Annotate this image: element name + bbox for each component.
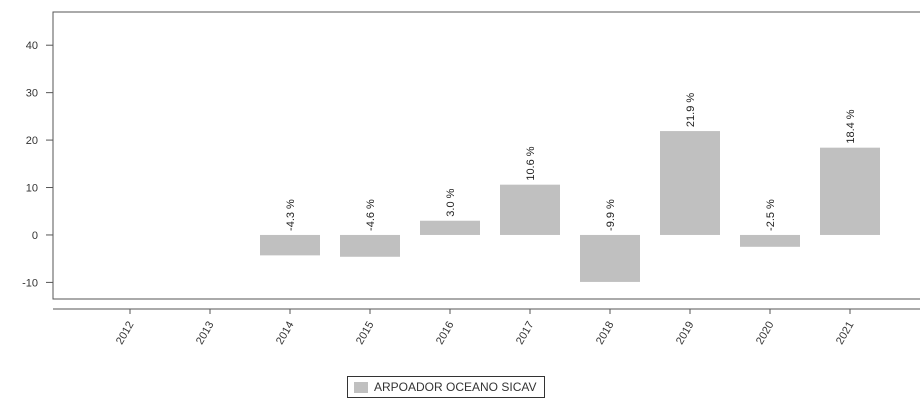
data-label: -9.9 % xyxy=(605,199,617,231)
data-label: -2.5 % xyxy=(765,199,777,231)
y-tick-label: 0 xyxy=(32,230,38,242)
data-label: -4.3 % xyxy=(285,199,297,231)
y-axis: -10 0 10 20 30 40 xyxy=(22,40,53,289)
y-tick-label: 10 xyxy=(26,183,38,195)
bar xyxy=(420,220,480,235)
data-label: 18.4 % xyxy=(845,109,857,143)
x-tick-label: 2021 xyxy=(834,320,857,347)
x-tick-label: 2020 xyxy=(754,320,777,347)
x-tick-label: 2012 xyxy=(114,320,137,347)
x-tick-label: 2015 xyxy=(354,320,377,347)
x-tick-label: 2019 xyxy=(674,320,697,347)
bar xyxy=(820,147,880,235)
x-tick-label: 2013 xyxy=(194,320,217,347)
y-tick-label: -10 xyxy=(22,277,38,289)
x-tick-label: 2014 xyxy=(274,320,297,347)
x-tick-label: 2018 xyxy=(594,320,617,347)
x-tick-label: 2017 xyxy=(514,320,537,347)
legend-swatch xyxy=(354,381,368,393)
bar xyxy=(500,184,560,235)
y-tick-label: 40 xyxy=(26,40,38,52)
legend-label: ARPOADOR OCEANO SICAV xyxy=(374,380,537,394)
x-axis: 2012 2013 2014 2015 2016 2017 2018 2019 2020 2021 xyxy=(114,309,857,347)
bar xyxy=(740,234,800,247)
data-label: -4.6 % xyxy=(365,199,377,231)
bar-series xyxy=(260,131,880,282)
bar xyxy=(340,234,400,257)
data-labels: -4.3 % -4.6 % 3.0 % 10.6 % -9.9 % 21.9 % -2.5 … xyxy=(285,93,857,231)
x-tick-label: 2016 xyxy=(434,320,457,347)
plot-frame xyxy=(52,11,920,300)
bar xyxy=(260,234,320,256)
legend: ARPOADOR OCEANO SICAV xyxy=(347,376,546,398)
y-tick-label: 20 xyxy=(26,135,38,147)
data-label: 3.0 % xyxy=(445,188,457,216)
bar xyxy=(580,234,640,282)
bar xyxy=(660,131,720,235)
data-label: 10.6 % xyxy=(525,146,537,180)
y-tick-label: 30 xyxy=(26,88,38,100)
data-label: 21.9 % xyxy=(685,93,697,127)
